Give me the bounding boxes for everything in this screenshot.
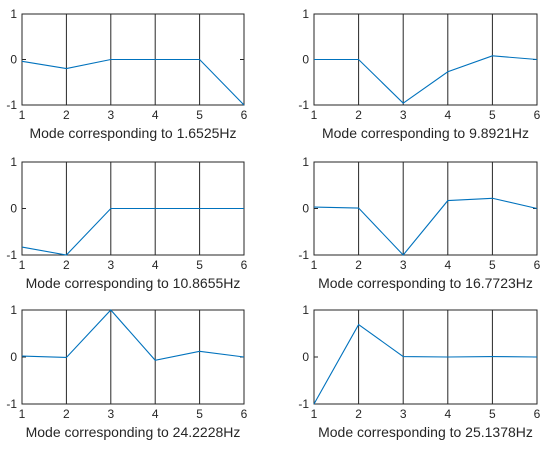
x-tick-label: 2: [63, 108, 70, 122]
x-tick-label: 2: [63, 258, 70, 272]
x-axis-label: Mode corresponding to 10.8655Hz: [26, 275, 241, 291]
x-axis-label: Mode corresponding to 25.1378Hz: [318, 424, 533, 440]
y-tick-label: -1: [298, 248, 309, 262]
series-line: [21, 207, 244, 256]
x-tick-label: 1: [19, 258, 26, 272]
y-tick-label: 1: [10, 7, 17, 21]
x-axis-label: Mode corresponding to 9.8921Hz: [322, 125, 529, 141]
x-tick-label: 4: [444, 108, 451, 122]
y-tick-label: -1: [6, 397, 17, 411]
x-axis-label: Mode corresponding to 24.2228Hz: [26, 424, 241, 440]
x-tick-label: 4: [152, 407, 159, 421]
series-line: [313, 197, 538, 256]
x-tick-label: 2: [355, 407, 362, 421]
x-tick-label: 2: [355, 258, 362, 272]
y-tick-label: -1: [298, 98, 309, 112]
x-tick-label: 1: [19, 108, 26, 122]
y-tick-label: 0: [10, 53, 17, 67]
series-line: [21, 58, 245, 106]
series-line: [21, 309, 245, 361]
x-tick-label: 3: [107, 258, 114, 272]
y-tick-label: 1: [302, 155, 309, 169]
x-tick-label: 1: [311, 407, 318, 421]
series-line: [314, 55, 538, 104]
x-tick-label: 1: [311, 108, 318, 122]
x-tick-label: 1: [19, 407, 26, 421]
x-tick-label: 3: [400, 258, 407, 272]
x-tick-label: 5: [489, 258, 496, 272]
y-tick-label: 1: [10, 303, 17, 317]
y-tick-label: -1: [6, 248, 17, 262]
y-tick-label: 1: [10, 155, 17, 169]
x-axis-label: Mode corresponding to 1.6525Hz: [29, 125, 236, 141]
x-tick-label: 6: [534, 108, 541, 122]
y-tick-label: -1: [298, 397, 309, 411]
x-tick-label: 4: [152, 108, 159, 122]
x-tick-label: 3: [107, 108, 114, 122]
x-tick-label: 6: [241, 407, 248, 421]
x-tick-label: 6: [241, 108, 248, 122]
x-tick-label: 5: [196, 108, 203, 122]
y-tick-label: 0: [302, 202, 309, 216]
y-tick-label: 0: [302, 350, 309, 364]
y-tick-label: 1: [302, 7, 309, 21]
y-tick-label: 0: [302, 53, 309, 67]
x-tick-label: 6: [241, 258, 248, 272]
x-tick-label: 1: [311, 258, 318, 272]
subplot-2: 1 2 3 4 5 6 -1 0 1 Mode corresponding to 9.8921Hz: [298, 7, 540, 141]
x-axis-label: Mode corresponding to 16.7723Hz: [318, 275, 533, 291]
x-tick-label: 4: [444, 407, 451, 421]
x-tick-label: 6: [534, 407, 541, 421]
x-tick-label: 5: [489, 407, 496, 421]
y-tick-label: 1: [302, 303, 309, 317]
x-tick-label: 5: [196, 258, 203, 272]
y-tick-label: 0: [10, 350, 17, 364]
x-tick-label: 2: [355, 108, 362, 122]
x-tick-label: 2: [63, 407, 70, 421]
series-line: [313, 323, 538, 405]
x-tick-label: 6: [534, 258, 541, 272]
x-tick-label: 5: [196, 407, 203, 421]
plot-area: [313, 161, 538, 256]
x-tick-label: 3: [107, 407, 114, 421]
x-tick-label: 3: [400, 407, 407, 421]
x-tick-label: 3: [400, 108, 407, 122]
x-tick-label: 4: [444, 258, 451, 272]
x-tick-label: 5: [489, 108, 496, 122]
y-tick-label: 0: [10, 202, 17, 216]
x-tick-label: 4: [152, 258, 159, 272]
y-tick-label: -1: [6, 98, 17, 112]
